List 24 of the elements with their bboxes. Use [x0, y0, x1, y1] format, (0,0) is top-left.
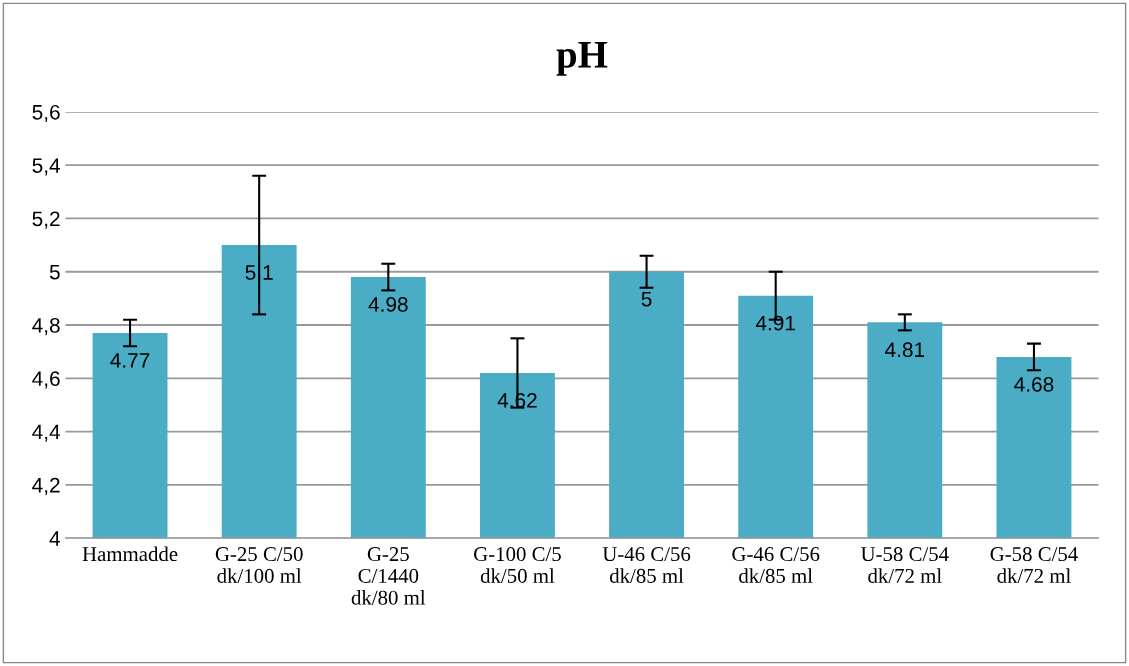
data-label: 5: [641, 291, 652, 307]
data-label: 4.68: [1014, 376, 1054, 392]
data-label: 4.98: [368, 297, 408, 312]
x-tick-label: G-100 C/5 dk/50 ml: [474, 547, 561, 583]
data-label: 4.81: [885, 342, 925, 358]
x-tick-label: U-58 C/54 dk/72 ml: [860, 547, 949, 583]
y-tick-label: 4,2: [32, 477, 60, 496]
x-tick-label: U-46 C/56 dk/85 ml: [602, 547, 691, 583]
y-tick-label: 4,8: [32, 318, 60, 336]
chart-title: pH: [556, 41, 608, 76]
x-tick-label: G-25 C/50 dk/100 ml: [215, 547, 303, 583]
y-tick-label: 4,4: [32, 424, 61, 442]
y-tick-label: 4: [49, 531, 61, 546]
x-tick-label: G-46 C/56 dk/85 ml: [732, 547, 820, 583]
x-tick-label: G-58 C/54 dk/72 ml: [990, 547, 1078, 583]
data-label: 4.77: [110, 353, 150, 368]
y-tick-label: 5: [49, 264, 60, 280]
y-tick-label: 4,6: [32, 371, 60, 389]
data-label: 4.91: [755, 315, 795, 331]
x-tick-label: G-25 C/1440 dk/80 ml: [351, 547, 426, 605]
y-tick-label: 5,4: [32, 158, 61, 176]
y-tick-label: 5,6: [32, 104, 60, 123]
y-tick-label: 5,2: [32, 211, 60, 229]
x-tick-label: Hammadde: [82, 546, 178, 562]
